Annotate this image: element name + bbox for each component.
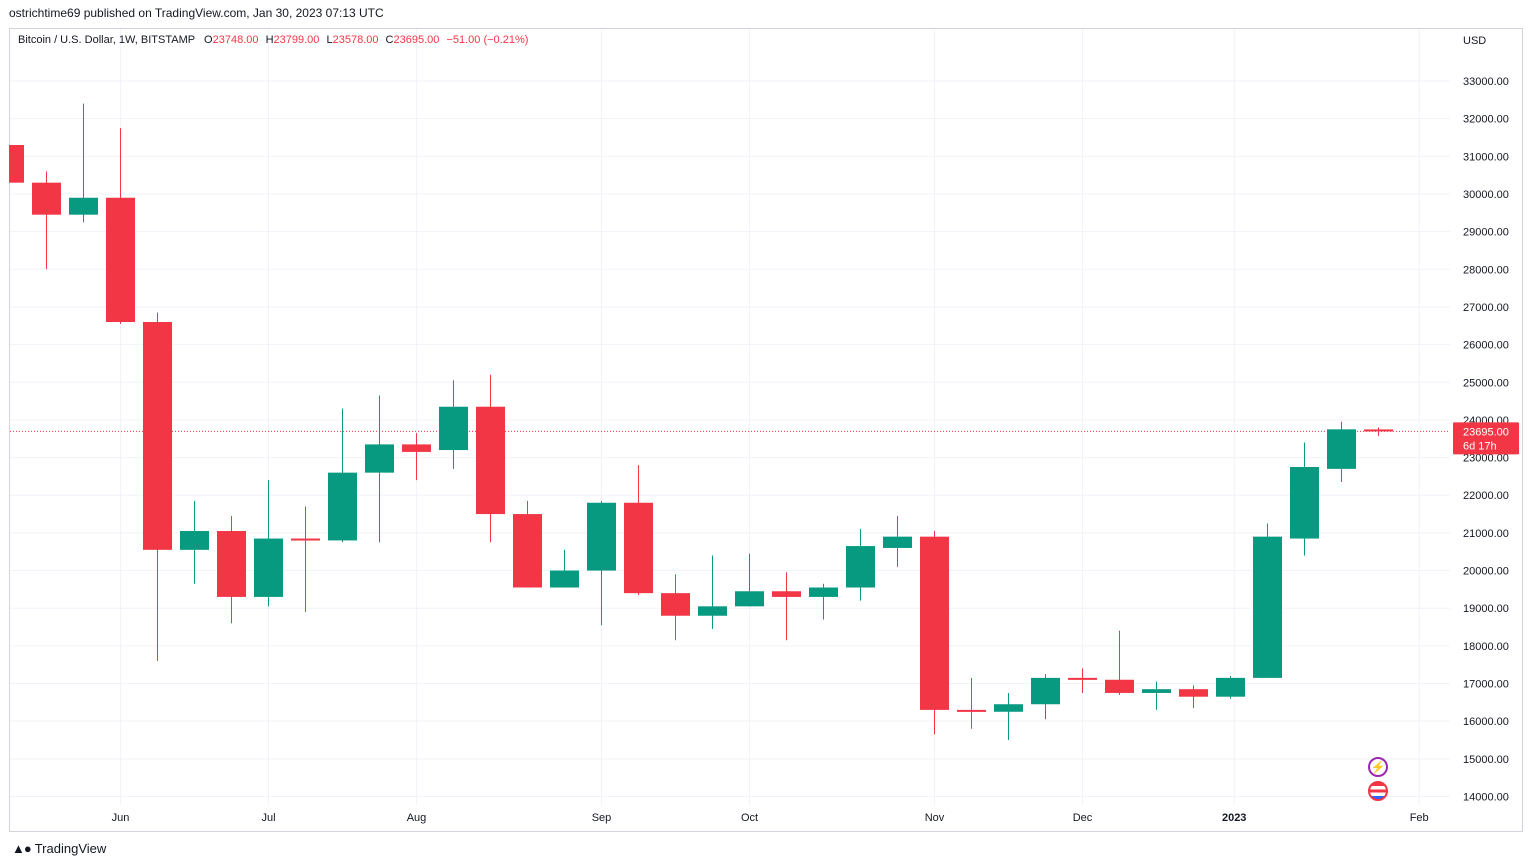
candle-body[interactable]	[698, 606, 727, 616]
candle-body[interactable]	[1290, 466, 1319, 539]
candle-body[interactable]	[476, 406, 505, 515]
x-tick-label: Sep	[592, 812, 612, 824]
candle-body[interactable]	[143, 322, 172, 550]
y-tick-label: 28000.00	[1463, 264, 1509, 276]
x-axis-labels: Jun Jul Aug Sep Oct Nov Dec 2023 Feb	[112, 812, 1429, 824]
y-tick-label: 26000.00	[1463, 340, 1509, 352]
y-tick-label: 18000.00	[1463, 641, 1509, 653]
close-label: C	[385, 34, 394, 46]
candle-body[interactable]	[180, 531, 209, 550]
candle-body[interactable]	[1031, 677, 1060, 705]
x-tick-label: Nov	[925, 812, 945, 824]
change-value: −51.00 (−0.21%)	[446, 34, 529, 46]
candle-body[interactable]	[402, 444, 431, 452]
candle-body[interactable]	[254, 538, 283, 597]
candle-body[interactable]	[994, 704, 1023, 712]
high-value: 23799.00	[273, 34, 320, 46]
y-tick-label: 29000.00	[1463, 227, 1509, 239]
candle-body[interactable]	[1216, 677, 1245, 697]
candle-body[interactable]	[69, 197, 98, 215]
high-label: H	[265, 34, 274, 46]
y-tick-label: 23000.00	[1463, 453, 1509, 465]
candle-body[interactable]	[550, 570, 579, 588]
brand-name: TradingView	[34, 841, 107, 856]
candle-body[interactable]	[291, 538, 320, 541]
x-tick-label: Dec	[1073, 812, 1093, 824]
candle-body[interactable]	[735, 591, 764, 607]
y-tick-label: 15000.00	[1463, 754, 1509, 766]
candle-body[interactable]	[772, 591, 801, 597]
last-price-value: 23695.00	[1463, 426, 1509, 438]
candle-body[interactable]	[1364, 429, 1393, 432]
candle-body[interactable]	[1327, 429, 1356, 469]
candle-body[interactable]	[661, 593, 690, 616]
x-tick-label: Jul	[261, 812, 275, 824]
candle-body[interactable]	[1142, 689, 1171, 693]
candle-body[interactable]	[32, 182, 61, 215]
chart-frame	[9, 28, 1523, 832]
candle-body[interactable]	[217, 531, 246, 597]
candle-body[interactable]	[809, 587, 838, 597]
tradingview-brand[interactable]: ▲● TradingView	[12, 841, 106, 856]
y-tick-label: 21000.00	[1463, 528, 1509, 540]
candle-body[interactable]	[957, 709, 986, 712]
y-tick-label: 32000.00	[1463, 114, 1509, 126]
publisher-line: ostrichtime69 published on TradingView.c…	[9, 6, 384, 20]
candle-body[interactable]	[624, 502, 653, 594]
y-tick-label: 19000.00	[1463, 603, 1509, 615]
candle-body[interactable]	[106, 197, 135, 323]
y-tick-label: 27000.00	[1463, 302, 1509, 314]
currency-label: USD	[1463, 35, 1486, 47]
x-tick-label: Aug	[407, 812, 427, 824]
x-tick-label: Jun	[112, 812, 130, 824]
candle-body[interactable]	[1068, 677, 1097, 680]
flash-icon[interactable]: ⚡	[1368, 757, 1388, 777]
candle-body[interactable]	[587, 502, 616, 571]
candle-body[interactable]	[328, 472, 357, 541]
candle-bodies	[10, 145, 1393, 712]
y-tick-label: 22000.00	[1463, 490, 1509, 502]
y-tick-label: 14000.00	[1463, 792, 1509, 804]
candle-body[interactable]	[1253, 536, 1282, 678]
low-value: 23578.00	[332, 34, 379, 46]
y-tick-label: 16000.00	[1463, 716, 1509, 728]
candle-body[interactable]	[846, 546, 875, 588]
x-tick-label: Oct	[741, 812, 758, 824]
symbol-label[interactable]: Bitcoin / U.S. Dollar, 1W, BITSTAMP	[18, 34, 195, 46]
tradingview-logo-icon: ▲●	[12, 841, 32, 856]
candle-body[interactable]	[883, 536, 912, 548]
open-label: O	[204, 34, 213, 46]
candle-body[interactable]	[1105, 679, 1134, 693]
candle-body[interactable]	[920, 536, 949, 710]
last-price-tag[interactable]: 23695.00 6d 17h	[1453, 422, 1519, 455]
open-value: 23748.00	[212, 34, 259, 46]
ohlc-legend: Bitcoin / U.S. Dollar, 1W, BITSTAMP O237…	[18, 34, 528, 46]
y-tick-label: 33000.00	[1463, 76, 1509, 88]
y-tick-label: 30000.00	[1463, 189, 1509, 201]
candle-body[interactable]	[365, 444, 394, 473]
y-tick-label: 25000.00	[1463, 377, 1509, 389]
candle-body[interactable]	[513, 514, 542, 588]
grid-lines	[10, 29, 1450, 805]
y-tick-label: 17000.00	[1463, 679, 1509, 691]
y-axis-labels: 14000.00 15000.00 16000.00 17000.00 18000.00…	[1463, 76, 1509, 804]
low-label: L	[326, 34, 333, 46]
candle-body[interactable]	[1179, 689, 1208, 697]
bar-countdown: 6d 17h	[1463, 440, 1497, 452]
candle-body[interactable]	[10, 145, 24, 183]
candle-wicks	[9, 103, 1379, 741]
x-tick-label: 2023	[1222, 812, 1246, 824]
x-tick-label: Feb	[1410, 812, 1429, 824]
y-tick-label: 20000.00	[1463, 566, 1509, 578]
candle-body[interactable]	[439, 406, 468, 451]
us-flag-icon[interactable]	[1368, 781, 1388, 801]
close-value: 23695.00	[393, 34, 440, 46]
y-tick-label: 31000.00	[1463, 151, 1509, 163]
